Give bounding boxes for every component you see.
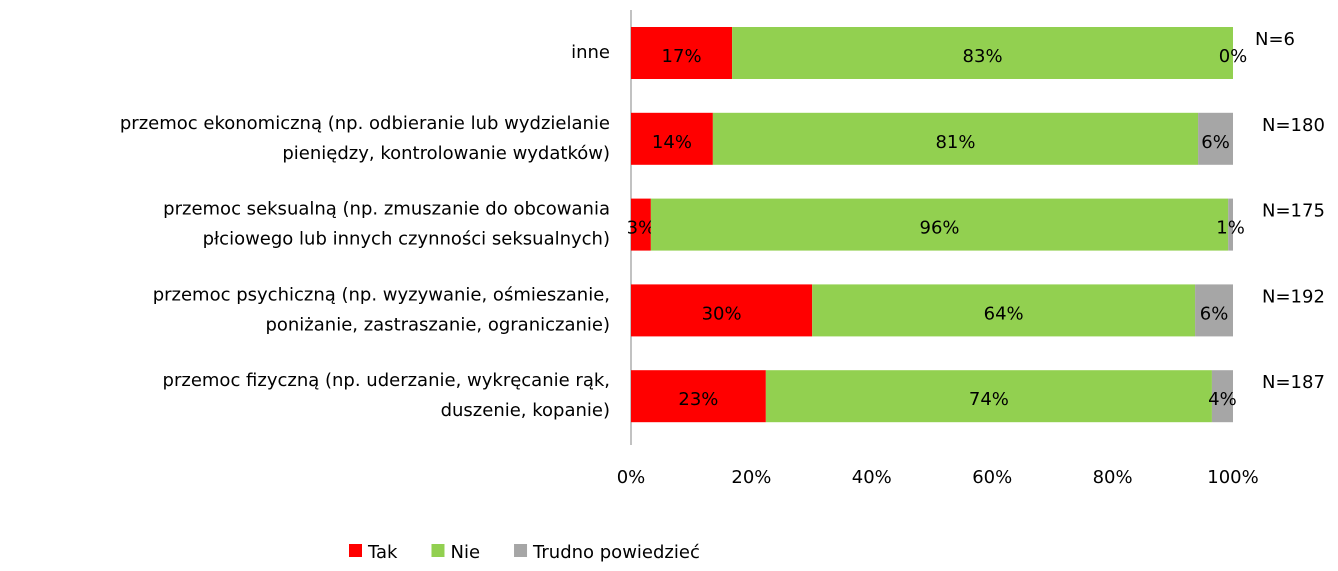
x-tick-label: 100%: [1207, 467, 1258, 488]
category-label: przemoc ekonomiczną (np. odbieranie lub …: [120, 113, 610, 134]
data-label: 17%: [662, 46, 702, 67]
category-label: przemoc seksualną (np. zmuszanie do obco…: [163, 199, 610, 220]
bar-segment: [1228, 198, 1233, 251]
data-label: 64%: [984, 303, 1024, 324]
x-tick-label: 40%: [852, 467, 892, 488]
bar-segment: [712, 112, 1199, 165]
bar-segment: [1198, 112, 1233, 165]
legend-label: Tak: [367, 542, 398, 563]
bar-segment: [1195, 284, 1233, 337]
legend-swatch: [514, 544, 528, 557]
bar-segment: [631, 284, 813, 337]
category-label: pieniędzy, kontrolowanie wydatków): [282, 143, 610, 164]
x-tick-label: 20%: [731, 467, 771, 488]
data-label: 1%: [1216, 218, 1245, 239]
category-label: inne: [571, 42, 610, 63]
category-label: przemoc fizyczną (np. uderzanie, wykręca…: [163, 370, 610, 391]
n-label: N=192: [1262, 286, 1325, 307]
category-label: przemoc psychiczną (np. wyzywanie, ośmie…: [153, 284, 610, 305]
category-label: duszenie, kopanie): [441, 400, 610, 421]
bar-segment: [1211, 370, 1233, 423]
bar-segment: [732, 27, 1233, 79]
data-label: 6%: [1200, 303, 1229, 324]
data-label: 81%: [935, 132, 975, 153]
n-label: N=180: [1262, 115, 1325, 136]
data-label: 74%: [969, 389, 1009, 410]
bar-segment: [631, 112, 713, 165]
category-label: płciowego lub innych czynności seksualny…: [203, 229, 610, 250]
data-label: 0%: [1219, 46, 1248, 67]
data-label: 23%: [678, 389, 718, 410]
category-label: poniżanie, zastraszanie, ograniczanie): [265, 314, 610, 335]
data-label: 4%: [1208, 389, 1237, 410]
data-label: 6%: [1201, 132, 1230, 153]
legend-swatch: [431, 544, 445, 557]
legend-label: Nie: [450, 542, 480, 563]
legend-swatch: [349, 544, 362, 557]
bar-segment: [631, 27, 733, 79]
legend-label: Trudno powiedzieć: [532, 542, 700, 563]
x-tick-label: 60%: [972, 467, 1012, 488]
n-label: N=6: [1255, 29, 1295, 50]
bar-segment: [650, 198, 1229, 251]
data-label: 96%: [920, 218, 960, 239]
bar-segment: [631, 370, 766, 423]
data-label: 3%: [627, 218, 656, 239]
x-tick-label: 80%: [1093, 467, 1133, 488]
n-label: N=187: [1262, 372, 1325, 393]
data-label: 83%: [963, 46, 1003, 67]
n-label: N=175: [1262, 201, 1325, 222]
x-tick-label: 0%: [617, 467, 646, 488]
data-label: 14%: [652, 132, 692, 153]
bar-segment: [631, 198, 651, 251]
data-label: 30%: [702, 303, 742, 324]
bar-segment: [765, 370, 1212, 423]
bar-segment: [812, 284, 1196, 337]
